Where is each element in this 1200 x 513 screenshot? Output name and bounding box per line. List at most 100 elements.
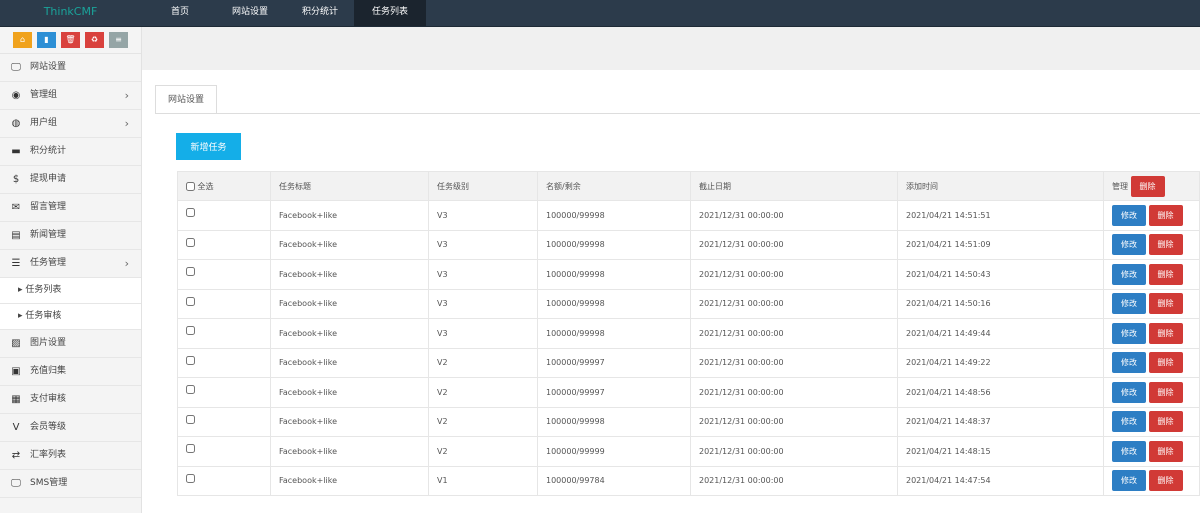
sidebar-item-label: 会员等级 (30, 422, 67, 432)
add-task-button[interactable]: 新增任务 (176, 133, 241, 160)
delete-button[interactable]: 删除 (1148, 470, 1183, 492)
edit-button[interactable]: 修改 (1112, 470, 1146, 492)
task-deadline: 2021/12/31 00:00:00 (690, 259, 898, 290)
image-icon: ▨ (11, 338, 21, 349)
table-row: Facebook+like V3 100000/99998 2021/12/31… (177, 318, 1200, 349)
task-title: Facebook+like (270, 406, 429, 437)
tab-site-settings[interactable]: 网站设置 (155, 85, 217, 114)
sidebar-item[interactable]: ✉ 留言管理 (0, 194, 141, 222)
col-deadline: 截止日期 (690, 171, 898, 201)
delete-button[interactable]: 删除 (1148, 352, 1183, 374)
sidebar-subitem[interactable]: ▸ 任务审核 (0, 304, 141, 330)
sidebar-item[interactable]: ☰ 任务管理 › (0, 250, 141, 278)
visa-icon: ▬ (11, 146, 21, 157)
sidebar-item-label: 网站设置 (30, 62, 67, 72)
sidebar-item[interactable]: ⇄ 汇率列表 (0, 442, 141, 470)
sidebar-item-label: 充值归集 (30, 366, 67, 376)
task-added: 2021/04/21 14:48:56 (897, 377, 1104, 408)
sidebar-item[interactable]: 🖵 网站设置 (0, 54, 141, 82)
bulk-delete-button[interactable]: 删除 (1130, 175, 1165, 197)
table-row: Facebook+like V2 100000/99998 2021/12/31… (177, 406, 1200, 437)
row-checkbox[interactable] (186, 326, 195, 335)
col-quota: 名额/剩余 (537, 171, 691, 201)
nav-item[interactable]: 首页 (170, 7, 189, 17)
table-row: Facebook+like V3 100000/99998 2021/12/31… (177, 259, 1200, 290)
edit-button[interactable]: 修改 (1112, 352, 1146, 374)
edit-button[interactable]: 修改 (1112, 411, 1146, 433)
sidebar-item[interactable]: ▦ 支付审核 (0, 386, 141, 414)
edit-button[interactable]: 修改 (1112, 322, 1146, 344)
list-icon[interactable]: ≡ (109, 32, 128, 48)
task-deadline: 2021/12/31 00:00:00 (690, 347, 898, 378)
col-added: 添加时间 (897, 171, 1104, 201)
tab-divider (155, 113, 1200, 114)
sidebar-item-label: 积分统计 (30, 146, 67, 156)
brand-logo[interactable]: ThinkCMF (43, 5, 98, 18)
row-checkbox[interactable] (186, 414, 195, 424)
select-all-checkbox[interactable] (186, 181, 195, 191)
task-quota: 100000/99998 (537, 229, 691, 260)
trash-icon[interactable]: 🗑 (61, 32, 80, 48)
sidebar-item-label: 图片设置 (30, 338, 67, 348)
sidebar-item[interactable]: V 会员等级 (0, 414, 141, 442)
task-quota: 100000/99998 (537, 288, 691, 319)
delete-button[interactable]: 删除 (1148, 234, 1183, 256)
shortcut-bar: ⌂ ▮ 🗑 ♻ ≡ (0, 27, 141, 54)
sidebar-item[interactable]: ◉ 管理组 › (0, 82, 141, 110)
task-level: V3 (428, 200, 538, 231)
monitor-icon: 🖵 (11, 62, 21, 73)
file-icon[interactable]: ▮ (37, 32, 56, 48)
row-checkbox[interactable] (186, 355, 195, 365)
sidebar-item[interactable]: $ 提现申请 (0, 166, 141, 194)
recycle-icon[interactable]: ♻ (85, 32, 104, 48)
row-checkbox[interactable] (186, 473, 195, 483)
delete-button[interactable]: 删除 (1148, 263, 1183, 285)
select-all-label: 全选 (197, 181, 214, 191)
sidebar-item[interactable]: ▨ 图片设置 (0, 330, 141, 358)
nav-item[interactable]: 网站设置 (231, 7, 268, 17)
home-icon[interactable]: ⌂ (13, 32, 32, 48)
sidebar-subitem[interactable]: ▸ 任务列表 (0, 278, 141, 304)
sidebar-item[interactable]: ▤ 新闻管理 (0, 222, 141, 250)
sidebar-item[interactable]: ▬ 积分统计 (0, 138, 141, 166)
table-row: Facebook+like V3 100000/99998 2021/12/31… (177, 200, 1200, 231)
task-added: 2021/04/21 14:48:15 (897, 436, 1104, 467)
row-checkbox[interactable] (186, 444, 195, 453)
sidebar-subitem-label: 任务审核 (25, 311, 62, 321)
row-checkbox[interactable] (186, 385, 195, 394)
delete-button[interactable]: 删除 (1148, 204, 1183, 226)
edit-button[interactable]: 修改 (1112, 381, 1146, 403)
task-quota: 100000/99998 (537, 406, 691, 437)
table-header: 全选 任务标题 任务级别 名额/剩余 截止日期 添加时间 管理 删除 (177, 171, 1200, 201)
row-checkbox[interactable] (186, 267, 195, 276)
task-added: 2021/04/21 14:49:22 (897, 347, 1104, 378)
row-checkbox[interactable] (186, 237, 195, 247)
sidebar-item-label: 汇率列表 (30, 450, 67, 460)
edit-button[interactable]: 修改 (1112, 293, 1146, 315)
task-added: 2021/04/21 14:47:54 (897, 465, 1104, 496)
table-row: Facebook+like V1 100000/99784 2021/12/31… (177, 465, 1200, 496)
nav-item[interactable]: 任务列表 (354, 0, 426, 26)
delete-button[interactable]: 删除 (1148, 411, 1183, 433)
edit-button[interactable]: 修改 (1112, 234, 1146, 256)
delete-button[interactable]: 删除 (1148, 293, 1183, 315)
task-title: Facebook+like (270, 200, 429, 231)
delete-button[interactable]: 删除 (1148, 381, 1183, 403)
nav-item[interactable]: 积分统计 (301, 7, 338, 17)
edit-button[interactable]: 修改 (1112, 204, 1146, 226)
task-deadline: 2021/12/31 00:00:00 (690, 377, 898, 408)
sidebar-item[interactable]: 🖵 SMS管理 (0, 470, 141, 498)
sidebar-item-label: SMS管理 (30, 478, 68, 488)
row-checkbox[interactable] (186, 208, 195, 217)
sidebar-item[interactable]: ▣ 充值归集 (0, 358, 141, 386)
delete-button[interactable]: 删除 (1148, 440, 1183, 462)
task-level: V2 (428, 436, 538, 467)
edit-button[interactable]: 修改 (1112, 263, 1146, 285)
delete-button[interactable]: 删除 (1148, 322, 1183, 344)
row-checkbox[interactable] (186, 296, 195, 306)
col-level: 任务级别 (428, 171, 538, 201)
task-deadline: 2021/12/31 00:00:00 (690, 200, 898, 231)
sidebar-item[interactable]: ◍ 用户组 › (0, 110, 141, 138)
edit-button[interactable]: 修改 (1112, 440, 1146, 462)
chevron-right-icon: › (124, 89, 129, 102)
